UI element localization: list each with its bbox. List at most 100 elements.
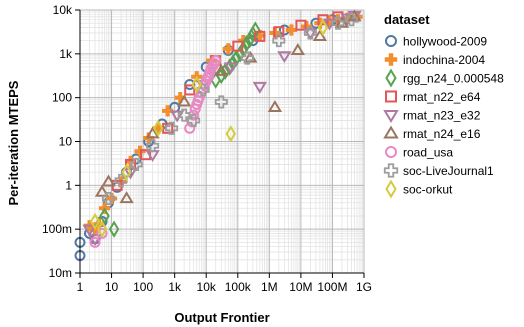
x-tick-label: 100 [133,280,153,294]
data-point [244,31,255,49]
legend-label: hollywood-2009 [403,35,487,49]
x-tick-label: 10k [197,280,217,294]
data-point [184,122,196,134]
data-point [123,167,138,180]
legend-item: rmat_n24_e16 [383,125,481,141]
legend-marker [383,125,399,139]
data-point [176,94,192,107]
legend-label: road_usa [403,146,453,160]
data-point [225,125,236,143]
data-point [214,63,229,76]
data-point [240,51,254,65]
legend-label: rmat_n23_e32 [403,109,481,123]
legend-label: rmat_n22_e64 [403,90,481,104]
data-point [121,163,132,181]
legend-marker [383,163,399,178]
data-point [105,192,118,205]
data-point [191,75,202,94]
x-tick-label: 100M [317,280,347,294]
legend-item: rmat_n23_e32 [383,109,481,123]
data-point [241,35,252,53]
legend-marker [385,179,397,199]
y-tick-label: 100 [52,91,72,105]
y-tick-label: 10k [53,3,73,17]
legend-marker [384,53,398,66]
data-point [344,13,358,27]
legend-item: soc-LiveJournal1 [383,163,494,178]
data-point [134,145,146,157]
x-tick-label: 10 [105,280,119,294]
x-tick-label: 10M [289,280,312,294]
legend-label: rgg_n24_0.000548 [403,72,504,86]
data-point [174,92,186,104]
x-tick-label: 1M [261,280,278,294]
y-tick-label: 1 [65,178,72,192]
legend-marker [385,90,397,103]
data-point [152,122,164,134]
data-point [277,51,292,64]
legend-label: rmat_n24_e16 [403,127,481,141]
data-point [300,20,313,33]
data-point [146,139,160,153]
data-point [214,95,228,109]
legend-marker [385,146,397,158]
data-point [232,40,244,52]
data-point [216,66,227,85]
y-tick-label: 100m [42,222,72,236]
legend-marker [383,110,399,123]
data-point [332,14,344,26]
data-point [295,19,307,31]
series-soc-orkut [89,18,329,238]
data-point [165,121,179,135]
data-point [89,212,101,231]
data-point [254,30,266,42]
data-point [272,34,286,48]
data-point [162,105,174,117]
data-point [169,110,185,123]
legend-item: road_usa [385,146,453,160]
y-axis-title: Per-iteration MTEPS [6,80,21,205]
data-point [273,26,285,38]
data-point [254,30,266,42]
data-point [177,108,191,122]
data-point [152,119,164,137]
legend-label: soc-orkut [403,183,453,197]
data-point [290,43,305,55]
data-point [323,15,336,27]
data-point [114,173,128,187]
legend-label: soc-LiveJournal1 [403,164,494,178]
data-point [331,16,345,30]
data-point [252,81,268,94]
x-axis-title: Output Frontier [174,310,269,325]
data-point [99,207,110,225]
y-tick-label: 10 [59,135,73,149]
x-tick-label: 100k [225,280,252,294]
data-point [89,236,101,248]
data-point [124,155,137,168]
data-point [119,191,134,204]
data-point [193,92,205,104]
legend-item: hollywood-2009 [385,35,487,49]
legend-label: indochina-2004 [403,53,485,67]
data-point [93,218,105,230]
data-point [223,62,238,75]
data-point [82,224,97,237]
data-point [187,114,201,128]
data-points [74,9,363,262]
data-point [129,157,143,171]
data-point [303,28,318,41]
data-point [184,84,196,96]
data-point [267,100,283,112]
data-point [101,192,116,206]
data-point [210,55,222,67]
data-point [303,26,317,40]
axes: 1 10 100 1k 10k 100k 1M 10M 100M 1G 10m 100m 1 10 100 1… [42,3,372,294]
series-soc-LiveJournal1 [101,13,358,206]
legend-marker [385,68,397,88]
x-tick-label: 1k [168,280,182,294]
legend-item: rmat_n22_e64 [385,90,481,104]
legend-item: rgg_n24_0.000548 [385,68,504,88]
data-point [334,15,350,28]
data-point [145,126,160,139]
x-tick-label: 1 [77,280,84,294]
